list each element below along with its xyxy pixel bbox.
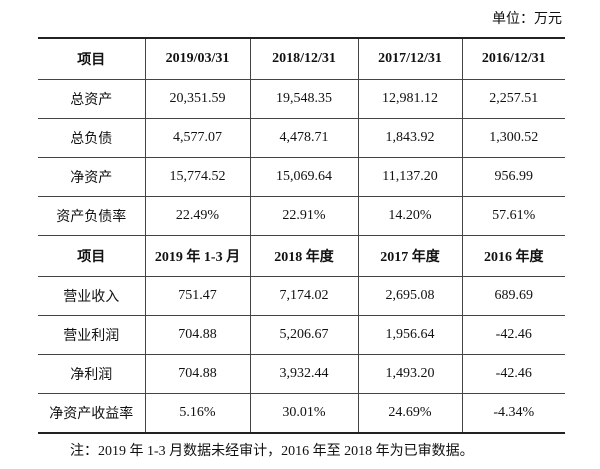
table-row: 营业利润 704.88 5,206.67 1,956.64 -42.46 [38, 315, 565, 355]
table-cell: 22.91% [249, 196, 359, 236]
header-cell: 2017/12/31 [357, 37, 463, 80]
table-cell: 总负债 [38, 118, 146, 158]
table-cell: 3,932.44 [249, 354, 359, 394]
table-cell: 14.20% [357, 196, 463, 236]
table-cell: 2,257.51 [461, 79, 565, 119]
table-row: 营业收入 751.47 7,174.02 2,695.08 689.69 [38, 276, 565, 316]
table-cell: 15,069.64 [249, 157, 359, 197]
table-cell: 751.47 [144, 276, 251, 316]
table-row: 净利润 704.88 3,932.44 1,493.20 -42.46 [38, 354, 565, 394]
table-cell: 净资产 [38, 157, 146, 197]
table-cell: 净利润 [38, 354, 146, 394]
table-cell: 57.61% [461, 196, 565, 236]
table-cell: 4,478.71 [249, 118, 359, 158]
table-cell: 12,981.12 [357, 79, 463, 119]
header-cell: 2019/03/31 [144, 37, 251, 80]
table-cell: 1,493.20 [357, 354, 463, 394]
table-cell: 营业利润 [38, 315, 146, 355]
table-cell: 1,956.64 [357, 315, 463, 355]
table-cell: 2,695.08 [357, 276, 463, 316]
header-row: 项目 2019 年 1-3 月 2018 年度 2017 年度 2016 年度 [38, 235, 565, 277]
table-cell: 15,774.52 [144, 157, 251, 197]
table-cell: 704.88 [144, 354, 251, 394]
unit-label: 单位：万元 [492, 12, 562, 27]
table-cell: 资产负债率 [38, 196, 146, 236]
table-cell: 7,174.02 [249, 276, 359, 316]
table-cell: 总资产 [38, 79, 146, 119]
footnote: 注：2019 年 1-3 月数据未经审计，2016 年至 2018 年为已审数据… [70, 444, 474, 459]
table-cell: 704.88 [144, 315, 251, 355]
table-cell: 5.16% [144, 393, 251, 434]
header-cell: 2017 年度 [357, 235, 463, 277]
header-cell: 项目 [38, 235, 146, 277]
table-cell: 1,843.92 [357, 118, 463, 158]
table-row: 总资产 20,351.59 19,548.35 12,981.12 2,257.51 [38, 79, 565, 119]
header-cell: 2018/12/31 [249, 37, 359, 80]
table-cell: -4.34% [461, 393, 565, 434]
table-cell: 689.69 [461, 276, 565, 316]
table-row: 总负债 4,577.07 4,478.71 1,843.92 1,300.52 [38, 118, 565, 158]
table-cell: 5,206.67 [249, 315, 359, 355]
table-cell: -42.46 [461, 354, 565, 394]
table-cell: 1,300.52 [461, 118, 565, 158]
header-row: 项目 2019/03/31 2018/12/31 2017/12/31 2016/12/… [38, 37, 565, 80]
table-row: 净资产收益率 5.16% 30.01% 24.69% -4.34% [38, 393, 565, 434]
header-cell: 2018 年度 [249, 235, 359, 277]
table-cell: 22.49% [144, 196, 251, 236]
data-table: 项目 2019/03/31 2018/12/31 2017/12/31 2016/12/… [38, 37, 565, 434]
table-row: 资产负债率 22.49% 22.91% 14.20% 57.61% [38, 196, 565, 236]
table-cell: 19,548.35 [249, 79, 359, 119]
table-row: 净资产 15,774.52 15,069.64 11,137.20 956.99 [38, 157, 565, 197]
table-cell: -42.46 [461, 315, 565, 355]
table-cell: 956.99 [461, 157, 565, 197]
table-cell: 20,351.59 [144, 79, 251, 119]
header-cell: 2016/12/31 [461, 37, 565, 80]
header-cell: 2016 年度 [461, 235, 565, 277]
table-cell: 24.69% [357, 393, 463, 434]
table-cell: 4,577.07 [144, 118, 251, 158]
table-cell: 营业收入 [38, 276, 146, 316]
table-cell: 净资产收益率 [38, 393, 146, 434]
table-cell: 30.01% [249, 393, 359, 434]
header-cell: 项目 [38, 37, 146, 80]
header-cell: 2019 年 1-3 月 [144, 235, 251, 277]
table-cell: 11,137.20 [357, 157, 463, 197]
